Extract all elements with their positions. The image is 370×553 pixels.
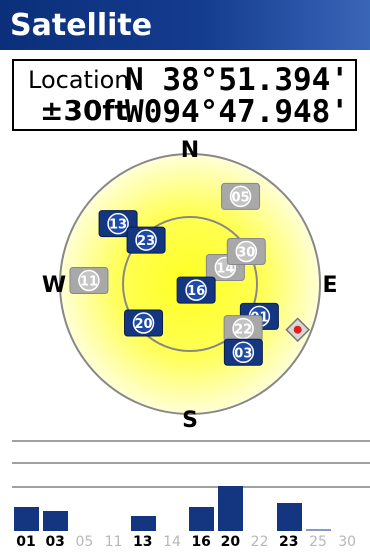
target-marker-icon xyxy=(285,317,311,343)
signal-bar-label: 01 xyxy=(16,534,36,550)
page-title: Satellite xyxy=(10,8,153,43)
signal-bar-25 xyxy=(306,529,331,531)
satellite-11: 11 xyxy=(69,266,109,294)
signal-bar-01 xyxy=(14,507,39,531)
graph-gridline xyxy=(12,462,370,464)
elevation-ring-45 xyxy=(122,216,258,352)
signal-bar-label: 11 xyxy=(104,534,123,550)
satellite-05: 05 xyxy=(221,182,261,210)
sky-view: N S E W 1323051430111620012203 xyxy=(42,138,338,433)
satellite-16: 16 xyxy=(176,276,216,304)
signal-bar-label: 22 xyxy=(250,534,269,550)
satellite-disc xyxy=(78,269,100,292)
satellite-disc xyxy=(185,279,207,301)
satellite-disc xyxy=(232,317,254,340)
satellite-disc xyxy=(229,185,252,208)
longitude-value: W094°47.948' xyxy=(125,94,349,130)
satellite-label: 20 xyxy=(134,317,152,332)
signal-bar-13 xyxy=(130,516,156,531)
satellite-label: 30 xyxy=(237,246,255,261)
satellite-label: 22 xyxy=(234,323,252,338)
signal-bar-label: 03 xyxy=(45,534,65,550)
satellite-30: 30 xyxy=(226,238,266,265)
signal-bar-03 xyxy=(43,511,69,531)
satellite-label: 13 xyxy=(109,218,127,233)
signal-bar-label: 20 xyxy=(220,534,241,550)
satellite-label: 11 xyxy=(80,274,98,289)
location-label: Location xyxy=(28,66,130,94)
signal-bar-16 xyxy=(189,507,215,531)
location-panel: Location ±30ft N 38°51.394' W094°47.948' xyxy=(12,59,357,131)
signal-bar-20 xyxy=(218,486,244,531)
satellite-disc xyxy=(235,240,258,263)
graph-gridline xyxy=(12,440,370,442)
satellite-disc xyxy=(135,229,157,251)
signal-bar-23 xyxy=(276,503,302,531)
satellite-disc xyxy=(107,212,129,235)
graph-gridline xyxy=(12,486,370,488)
title-bar: Satellite xyxy=(0,0,370,50)
satellite-20: 20 xyxy=(124,309,164,337)
signal-strength-graph: 01 03 05 11 13 14 16 20 22 23 25 30 xyxy=(0,440,370,553)
satellite-label: 14 xyxy=(216,262,234,277)
signal-bar-label: 05 xyxy=(75,534,94,550)
satellite-disc xyxy=(232,341,255,364)
compass-south: S xyxy=(182,408,198,433)
accuracy-value: ±30ft xyxy=(40,94,128,127)
satellite-label: 05 xyxy=(232,190,250,205)
signal-bar-label: 13 xyxy=(133,534,153,550)
compass-west: W xyxy=(42,273,66,298)
compass-east: E xyxy=(322,273,337,298)
satellite-23: 23 xyxy=(126,226,166,254)
satellite-disc xyxy=(132,312,155,334)
compass-north: N xyxy=(181,138,199,163)
signal-bar-label: 14 xyxy=(163,534,181,550)
signal-bar-label: 25 xyxy=(309,534,327,550)
signal-bar-label: 23 xyxy=(279,534,299,550)
signal-bar-label: 16 xyxy=(191,534,211,550)
signal-bar-label: 30 xyxy=(338,534,357,550)
satellite-label: 03 xyxy=(234,346,252,361)
satellite-22: 22 xyxy=(223,315,263,343)
satellite-03: 03 xyxy=(223,338,263,366)
satellite-label: 23 xyxy=(137,234,155,249)
satellite-label: 16 xyxy=(187,284,205,299)
latitude-value: N 38°51.394' xyxy=(125,62,349,98)
